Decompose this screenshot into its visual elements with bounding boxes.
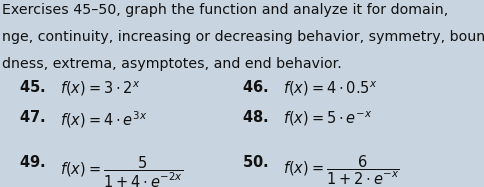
Text: $\bf{47.}$: $\bf{47.}$	[19, 109, 46, 125]
Text: nge, continuity, increasing or decreasing behavior, symmetry, bound: nge, continuity, increasing or decreasin…	[2, 30, 484, 44]
Text: Exercises 45–50, graph the function and analyze it for domain,: Exercises 45–50, graph the function and …	[2, 3, 449, 17]
Text: $\bf{50.}$: $\bf{50.}$	[242, 154, 269, 170]
Text: $f(x) = \dfrac{6}{1 + 2 \cdot e^{-x}}$: $f(x) = \dfrac{6}{1 + 2 \cdot e^{-x}}$	[283, 154, 400, 187]
Text: $f(x) = 4 \cdot e^{3x}$: $f(x) = 4 \cdot e^{3x}$	[60, 109, 148, 130]
Text: dness, extrema, asymptotes, and end behavior.: dness, extrema, asymptotes, and end beha…	[2, 57, 342, 71]
Text: $\bf{45.}$: $\bf{45.}$	[19, 79, 46, 96]
Text: $\bf{48.}$: $\bf{48.}$	[242, 109, 269, 125]
Text: $f(x) = 4 \cdot 0.5^{x}$: $f(x) = 4 \cdot 0.5^{x}$	[283, 79, 378, 98]
Text: $f(x) = 3 \cdot 2^{x}$: $f(x) = 3 \cdot 2^{x}$	[60, 79, 141, 98]
Text: $f(x) = 5 \cdot e^{-x}$: $f(x) = 5 \cdot e^{-x}$	[283, 109, 372, 128]
Text: $f(x) = \dfrac{5}{1 + 4 \cdot e^{-2x}}$: $f(x) = \dfrac{5}{1 + 4 \cdot e^{-2x}}$	[60, 154, 184, 187]
Text: $\bf{49.}$: $\bf{49.}$	[19, 154, 46, 170]
Text: $\bf{46.}$: $\bf{46.}$	[242, 79, 269, 96]
